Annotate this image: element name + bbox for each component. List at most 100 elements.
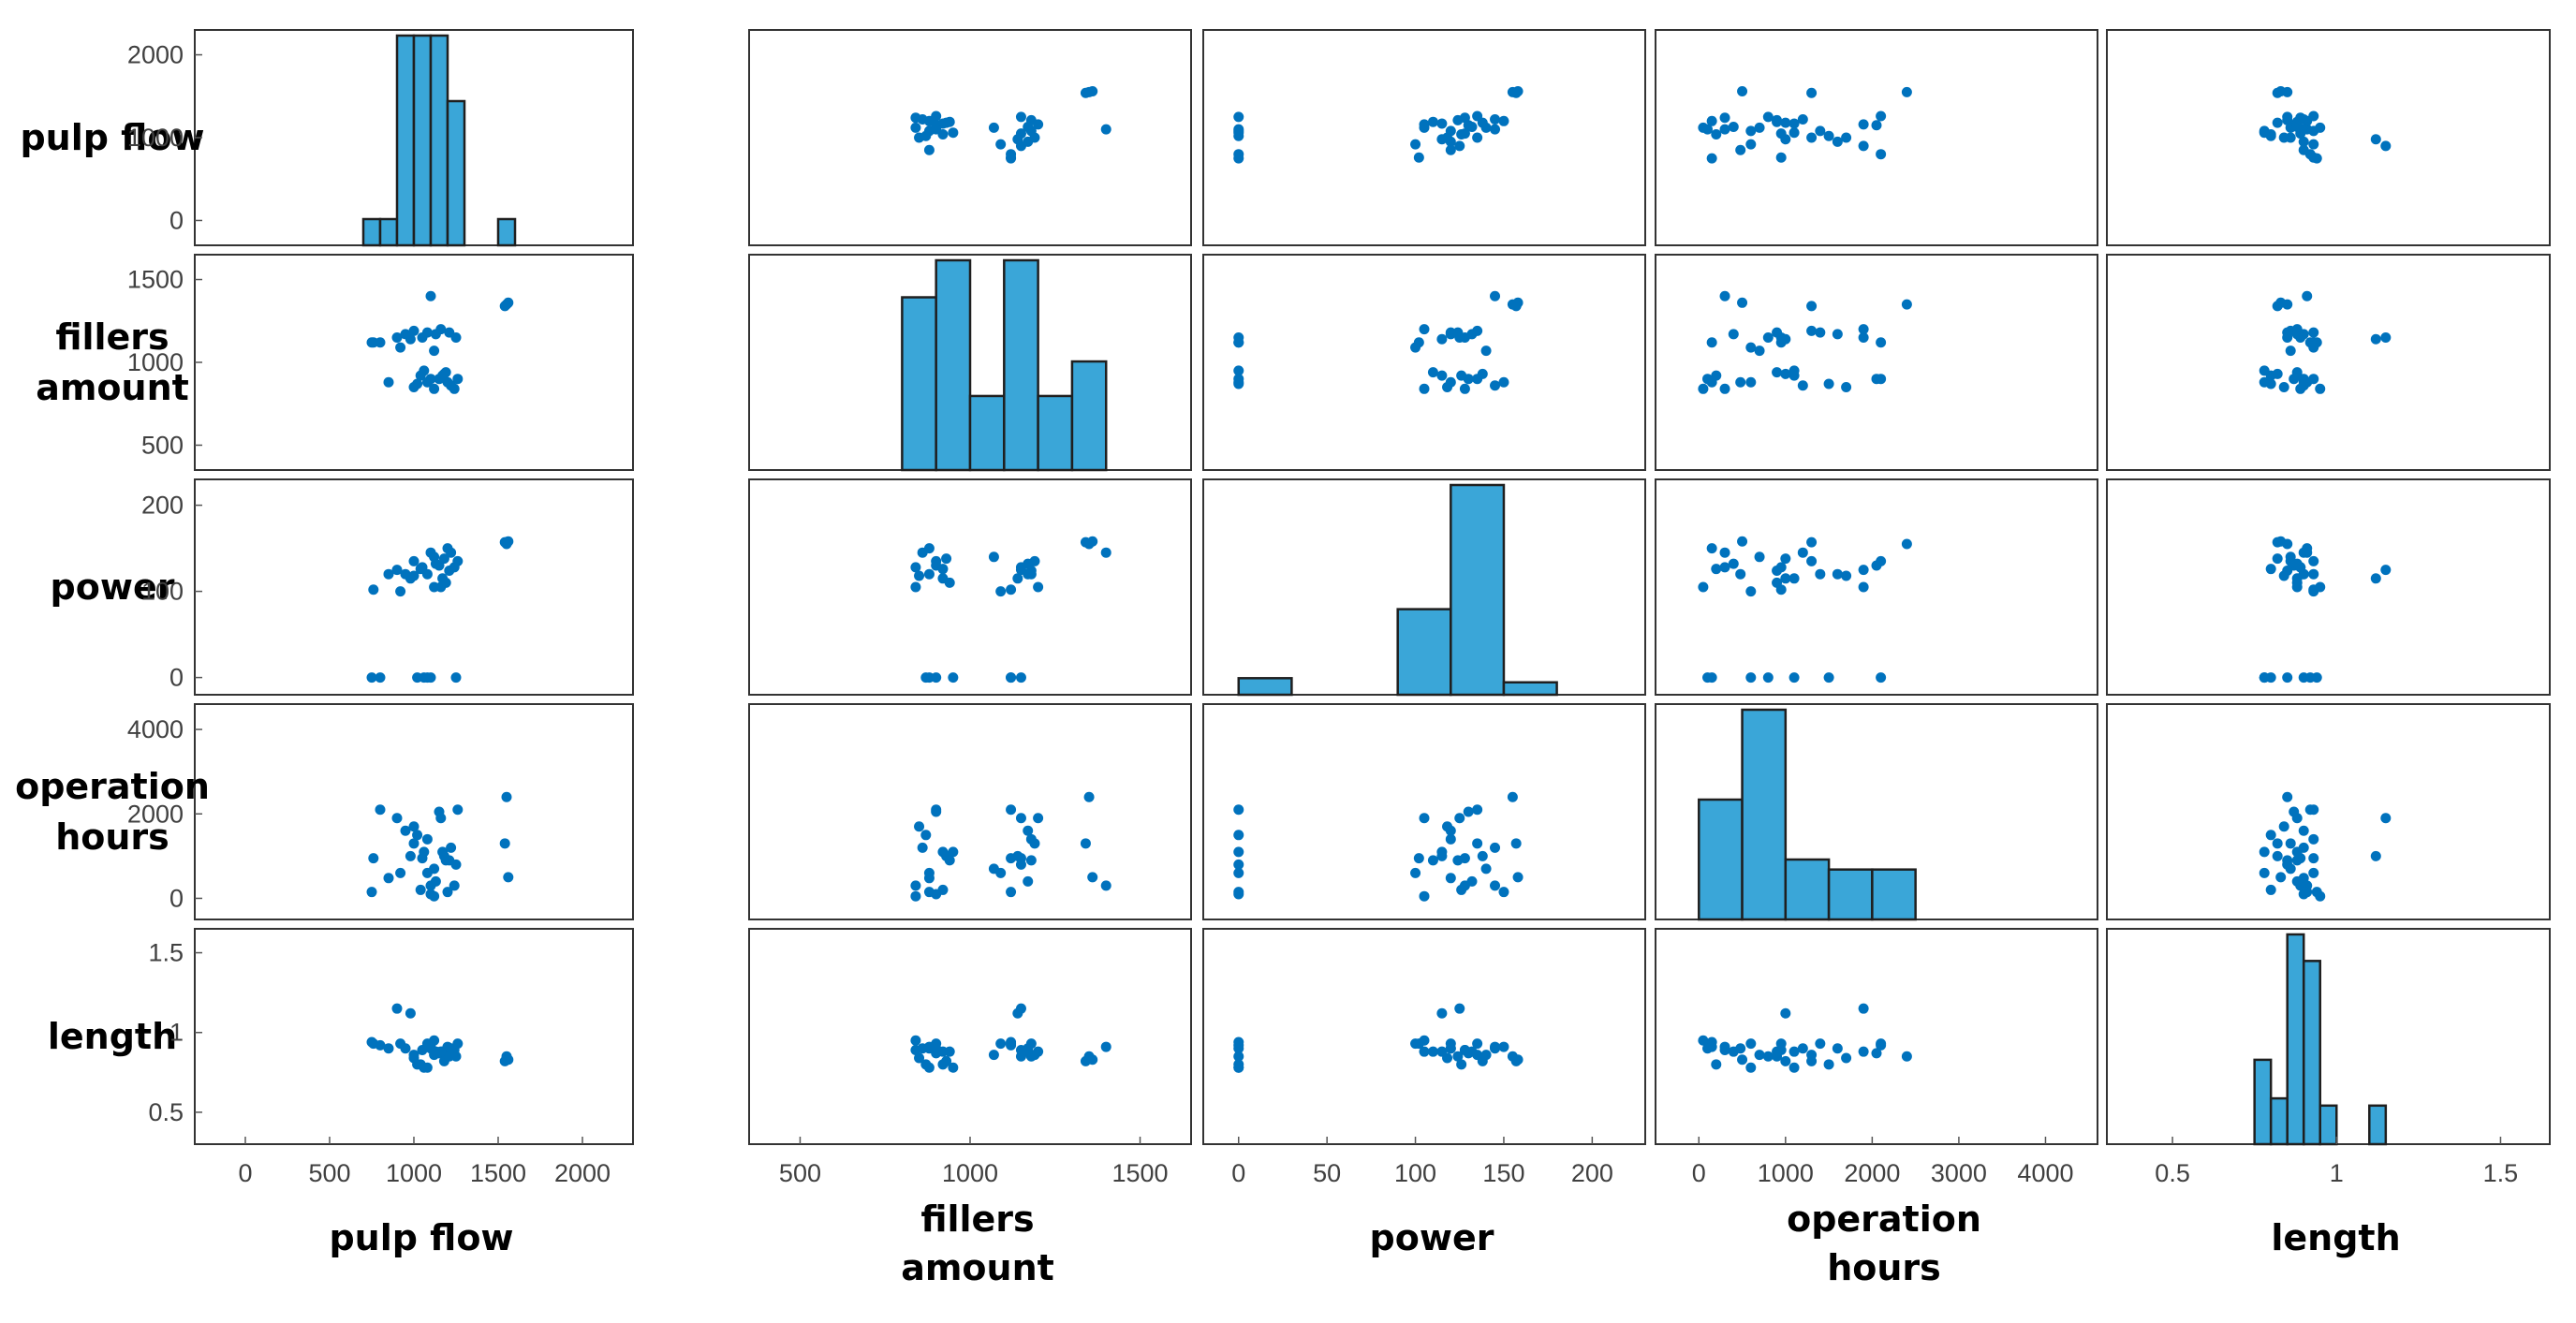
point-pulp_flow-vs-fillers_amount-3: [923, 144, 935, 155]
hist-bar-operation_hours-1: [1741, 708, 1788, 921]
point-length-vs-fillers_amount-10: [988, 1050, 999, 1061]
point-fillers_amount-vs-operation_hours-33: [1858, 324, 1869, 335]
point-pulp_flow-vs-fillers_amount-21: [948, 127, 959, 139]
point-power-vs-operation_hours-21: [1788, 672, 1800, 684]
point-pulp_flow-vs-fillers_amount-9: [1100, 124, 1111, 135]
point-operation_hours-vs-pulp_flow-29: [503, 872, 514, 883]
point-fillers_amount-vs-operation_hours-31: [1780, 333, 1791, 345]
point-operation_hours-vs-fillers_amount-26: [1025, 855, 1037, 866]
point-power-vs-operation_hours-10: [1754, 551, 1765, 563]
point-power-vs-operation_hours-15: [1797, 547, 1808, 558]
point-power-vs-fillers_amount-17: [931, 555, 942, 566]
panel-pulp_flow-vs-power: [1202, 29, 1646, 246]
point-power-vs-fillers_amount-30: [1080, 537, 1091, 548]
point-fillers_amount-vs-power-9: [1490, 290, 1501, 301]
point-fillers_amount-vs-power-32: [1466, 329, 1478, 340]
point-length-vs-operation_hours-28: [1901, 1051, 1912, 1062]
point-length-vs-operation_hours-11: [1871, 1048, 1882, 1059]
row-label-fillers_amount-0: fillers: [55, 316, 169, 358]
row-label-fillers_amount-1: amount: [36, 367, 189, 408]
point-power-vs-pulp_flow-23: [425, 672, 436, 684]
point-operation_hours-vs-power-4: [1454, 813, 1465, 824]
y-tick-label-operation_hours-2: 4000: [127, 715, 184, 743]
point-power-vs-fillers_amount-15: [917, 547, 928, 558]
point-operation_hours-vs-power-27: [1233, 859, 1244, 870]
point-pulp_flow-vs-length-33: [2291, 119, 2303, 130]
panel-operation_hours-vs-fillers_amount: [748, 703, 1192, 920]
panel-operation_hours-vs-operation_hours: [1655, 703, 2098, 921]
point-fillers_amount-vs-operation_hours-29: [1737, 297, 1748, 308]
point-operation_hours-vs-length-25: [2272, 850, 2283, 861]
point-fillers_amount-vs-operation_hours-0: [1706, 337, 1717, 348]
x-tick-label-power-3: 150: [1482, 1159, 1524, 1187]
point-pulp_flow-vs-length-25: [2272, 117, 2283, 128]
panel-length-vs-power: [1202, 928, 1646, 1145]
point-fillers_amount-vs-pulp_flow-30: [499, 301, 510, 312]
y-tick-label-length-1: 1: [169, 1019, 184, 1047]
row-label-length-0: length: [48, 1016, 177, 1057]
hist-bar-fillers_amount-4: [1037, 394, 1074, 472]
point-power-vs-operation_hours-14: [1706, 543, 1717, 554]
point-length-vs-power-18: [1442, 1052, 1453, 1064]
point-fillers_amount-vs-length-23: [2298, 374, 2309, 385]
point-length-vs-operation_hours-15: [1797, 1043, 1808, 1054]
point-pulp_flow-vs-operation_hours-1: [1876, 149, 1887, 160]
point-pulp_flow-vs-operation_hours-3: [1735, 144, 1746, 155]
panel-pulp_flow-vs-operation_hours: [1655, 29, 2098, 246]
point-pulp_flow-vs-fillers_amount-24: [910, 122, 921, 133]
point-operation_hours-vs-pulp_flow-2: [368, 853, 379, 864]
point-pulp_flow-vs-length-24: [2315, 122, 2326, 133]
point-operation_hours-vs-power-9: [1490, 880, 1501, 891]
point-fillers_amount-vs-power-21: [1233, 365, 1244, 376]
point-length-vs-fillers_amount-31: [1012, 1007, 1023, 1019]
point-fillers_amount-vs-pulp_flow-23: [425, 374, 436, 385]
y-tick-label-length-2: 1.5: [148, 939, 184, 967]
x-tick-label-power-0: 0: [1231, 1159, 1245, 1187]
point-operation_hours-vs-pulp_flow-31: [405, 850, 416, 861]
panel-fillers_amount-vs-pulp_flow: [194, 254, 634, 471]
point-fillers_amount-vs-operation_hours-5: [1832, 329, 1843, 340]
point-operation_hours-vs-fillers_amount-23: [931, 889, 942, 900]
y-tick-label-operation_hours-1: 2000: [127, 800, 184, 828]
column-labels: pulp flow fillers amount power operation hour…: [329, 1198, 2400, 1288]
point-operation_hours-vs-pulp_flow-4: [391, 813, 403, 824]
point-power-vs-pulp_flow-6: [408, 555, 420, 566]
point-pulp_flow-vs-operation_hours-16: [1719, 112, 1730, 124]
point-power-vs-pulp_flow-27: [450, 672, 462, 684]
point-power-vs-fillers_amount-13: [944, 577, 955, 588]
column-label-operation_hours-0: operation: [1787, 1198, 1981, 1240]
point-length-vs-operation_hours-5: [1832, 1043, 1843, 1054]
panel-frame: [748, 29, 1192, 246]
point-operation_hours-vs-power-2: [1413, 853, 1424, 864]
point-power-vs-pulp_flow-25: [438, 553, 449, 565]
point-pulp_flow-vs-operation_hours-24: [1698, 122, 1709, 133]
point-operation_hours-vs-pulp_flow-19: [412, 830, 423, 841]
point-power-vs-operation_hours-9: [1719, 547, 1730, 558]
point-fillers_amount-vs-operation_hours-15: [1797, 380, 1808, 391]
point-power-vs-pulp_flow-32: [430, 558, 441, 569]
point-operation_hours-vs-fillers_amount-19: [920, 830, 932, 841]
point-length-vs-operation_hours-22: [1745, 1062, 1757, 1073]
point-length-vs-fillers_amount-16: [910, 1044, 921, 1055]
point-pulp_flow-vs-operation_hours-10: [1754, 122, 1765, 133]
point-length-vs-power-4: [1454, 1003, 1465, 1014]
hist-bar-fillers_amount-1: [935, 258, 972, 472]
point-operation_hours-vs-power-23: [1233, 889, 1244, 900]
point-length-vs-pulp_flow-24: [429, 1035, 440, 1046]
point-length-vs-power-20: [1456, 1059, 1467, 1070]
point-power-vs-fillers_amount-20: [937, 564, 949, 575]
point-operation_hours-vs-fillers_amount-29: [1087, 872, 1098, 883]
point-length-vs-power-33: [1419, 1046, 1430, 1057]
point-pulp_flow-vs-operation_hours-8: [1815, 125, 1826, 137]
hist-bar-fillers_amount-2: [968, 394, 1006, 472]
point-fillers_amount-vs-power-15: [1490, 380, 1501, 391]
point-operation_hours-vs-length-4: [2380, 813, 2392, 824]
point-operation_hours-vs-length-24: [2315, 890, 2326, 902]
point-operation_hours-vs-power-8: [1445, 833, 1456, 845]
x-tick-label-pulp_flow-3: 1500: [470, 1159, 526, 1187]
point-fillers_amount-vs-power-18: [1442, 382, 1453, 393]
point-fillers_amount-vs-operation_hours-23: [1702, 374, 1714, 385]
point-length-vs-pulp_flow-22: [421, 1062, 433, 1073]
point-operation_hours-vs-length-19: [2265, 830, 2276, 841]
point-operation_hours-vs-power-1: [1233, 804, 1244, 816]
